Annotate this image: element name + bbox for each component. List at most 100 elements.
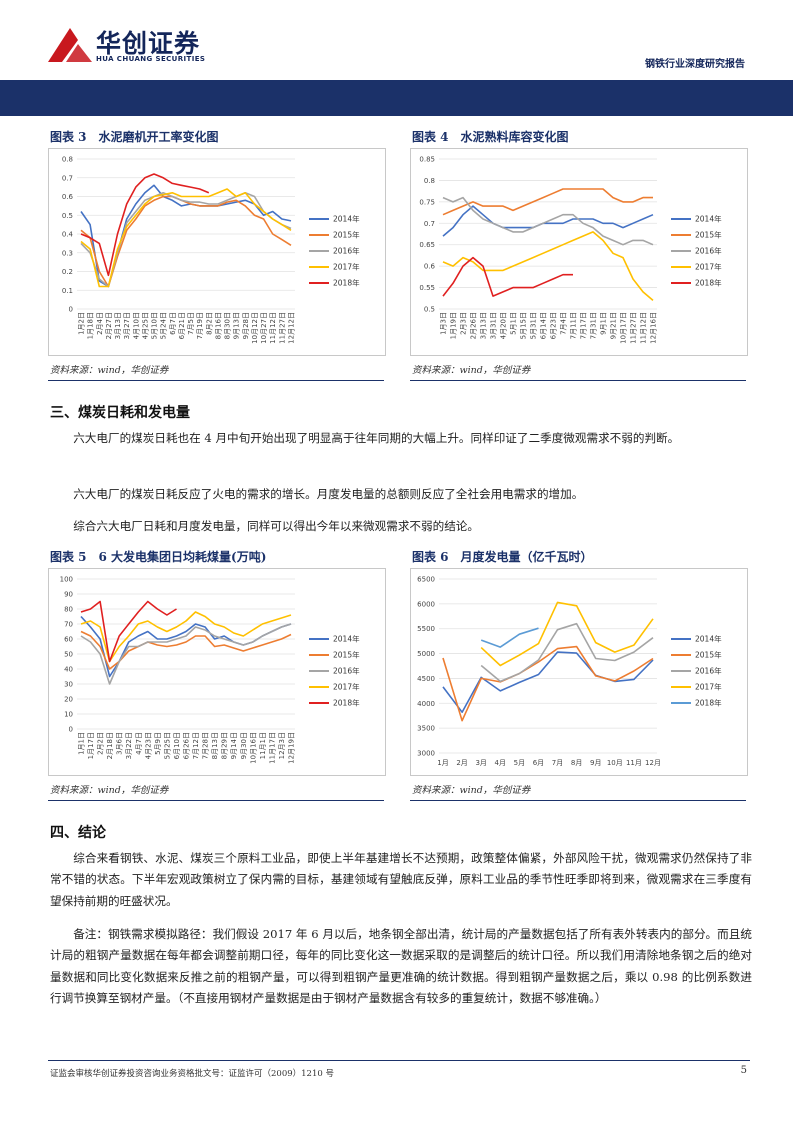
series-line-2018年 [80, 173, 210, 277]
section4-paragraph-1: 综合来看钢铁、水泥、煤炭三个原料工业品，即使上半年基建增长不达预期，政策整体偏紧… [50, 851, 752, 908]
x-tick-label: 12月16日 [650, 312, 658, 344]
section3-paragraph-2: 六大电厂的煤炭日耗反应了火电的需求的增长。月度发电量的总额则反应了全社会用电需求… [73, 487, 584, 501]
y-tick-label: 10 [64, 711, 73, 719]
x-tick-label: 11月27日 [278, 312, 286, 344]
x-tick-label: 1月18日 [87, 312, 95, 339]
x-tick-label: 5月31日 [530, 312, 538, 339]
x-tick-label: 11月 [626, 759, 642, 767]
x-tick-label: 7月17日 [580, 312, 588, 339]
legend-label: 2014年 [695, 214, 722, 224]
x-tick-label: 7月31日 [590, 312, 598, 339]
section3-paragraph-3: 综合六大电厂日耗和月度发电量，同样可以得出今年以来微观需求不弱的结论。 [73, 519, 479, 533]
x-tick-label: 9月14日 [230, 732, 238, 759]
report-title: 钢铁行业深度研究报告 [645, 59, 745, 70]
y-tick-label: 0.85 [419, 156, 435, 164]
fig5-title: 图表 5 6 大发电集团日均耗煤量(万吨) [50, 550, 267, 564]
legend-label: 2017年 [333, 682, 360, 692]
x-tick-label: 12月12日 [288, 312, 296, 344]
fig6-chart: 3000 3500 4000 4500 5000 5500 6000 6500 1月 2月 3月 4月… [410, 568, 748, 776]
x-tick-label: 7月19日 [196, 312, 204, 339]
y-tick-label: 70 [64, 621, 73, 629]
x-tick-label: 3月22日 [125, 732, 133, 759]
x-tick-label: 5月1日 [510, 312, 518, 335]
fig4-svg: 0.5 0.55 0.6 0.65 0.7 0.75 0.8 0.85 1月3日 1月19日 2月3… [419, 156, 722, 344]
fig3-svg: 0 0.1 0.2 0.3 0.4 0.5 0.6 0.7 0.8 1月2日 1月18日 2月4日 2月… [62, 156, 360, 344]
series-line-2015年 [80, 195, 292, 288]
legend-label: 2014年 [695, 634, 722, 644]
legend-label: 2014年 [333, 214, 360, 224]
y-tick-label: 3500 [417, 725, 435, 733]
y-tick-label: 50 [64, 651, 73, 659]
series-line-2014年 [442, 651, 654, 713]
y-tick-label: 0.3 [62, 249, 73, 257]
x-tick-label: 2月2日 [97, 732, 105, 755]
x-tick-label: 6月14日 [540, 312, 548, 339]
legend-label: 2014年 [333, 634, 360, 644]
x-tick-label: 5月24日 [160, 312, 168, 339]
x-tick-label: 10月27日 [260, 312, 268, 344]
series-line-2017年 [80, 611, 292, 663]
fig3-title: 图表 3 水泥磨机开工率变化图 [50, 130, 219, 144]
fig6-source-rule [410, 800, 746, 801]
fig6-title: 图表 6 月度发电量（亿千瓦时） [412, 550, 593, 564]
y-tick-label: 0 [69, 726, 73, 734]
y-tick-label: 3000 [417, 750, 435, 758]
x-tick-label: 7月28日 [202, 732, 210, 759]
x-tick-label: 2月3日 [460, 312, 468, 335]
x-tick-label: 7月 [552, 759, 563, 767]
section3-title: 三、煤炭日耗和发电量 [50, 405, 190, 421]
x-tick-label: 4月23日 [144, 732, 152, 759]
x-tick-label: 12月19日 [288, 732, 296, 764]
x-tick-label: 6月26日 [183, 732, 191, 759]
legend-label: 2015年 [333, 230, 360, 240]
x-tick-label: 5月25日 [163, 732, 171, 759]
x-tick-label: 11月27日 [630, 312, 638, 344]
x-tick-label: 4月10日 [132, 312, 140, 339]
x-tick-label: 4月20日 [500, 312, 508, 339]
x-tick-label: 3月6日 [116, 732, 124, 755]
x-tick-label: 11月17日 [268, 732, 276, 764]
x-tick-label: 1月19日 [450, 312, 458, 339]
x-tick-label: 8月 [571, 759, 582, 767]
fig3-chart: 0 0.1 0.2 0.3 0.4 0.5 0.6 0.7 0.8 1月2日 1月18日 2月4日 2月… [48, 148, 386, 356]
series-line-2016年 [480, 622, 654, 683]
x-tick-label: 12月 [645, 759, 661, 767]
x-tick-label: 2月 [456, 759, 467, 767]
fig5-chart: 0 10 20 30 40 50 60 70 80 90 100 1月1日 1月17日 2月2日 2月18日… [48, 568, 386, 776]
fig5-source: 资料来源：wind，华创证券 [50, 785, 169, 796]
y-tick-label: 5500 [417, 625, 435, 633]
x-tick-label: 7月4日 [560, 312, 568, 335]
brand-name: 华创证券 [96, 29, 201, 58]
series-line-2015年 [80, 630, 292, 670]
y-tick-label: 60 [64, 636, 73, 644]
x-tick-label: 1月 [437, 759, 448, 767]
x-tick-label: 9月30日 [240, 732, 248, 759]
huachuang-logo-icon [48, 28, 92, 62]
legend-label: 2016年 [333, 666, 360, 676]
footer-rule [48, 1060, 750, 1061]
fig4-source: 资料来源：wind，华创证券 [412, 365, 531, 376]
series-line-2018年 [480, 627, 539, 648]
y-tick-label: 5000 [417, 650, 435, 658]
x-tick-label: 4月 [495, 759, 506, 767]
fig3-source: 资料来源：wind，华创证券 [50, 365, 169, 376]
legend-label: 2018年 [695, 278, 722, 288]
x-tick-label: 11月1日 [259, 732, 267, 759]
x-tick-label: 12月3日 [278, 732, 286, 759]
x-tick-label: 5月9日 [154, 732, 162, 755]
y-tick-label: 4500 [417, 675, 435, 683]
y-tick-label: 0.7 [62, 174, 73, 182]
legend-label: 2017年 [695, 682, 722, 692]
x-tick-label: 6月 [533, 759, 544, 767]
y-tick-label: 0.1 [62, 287, 73, 295]
legend-label: 2016年 [695, 246, 722, 256]
y-tick-label: 0.6 [62, 193, 74, 201]
x-tick-label: 10月 [607, 759, 623, 767]
x-tick-label: 7月12日 [192, 732, 200, 759]
y-tick-label: 0.7 [424, 220, 435, 228]
y-tick-label: 30 [64, 681, 73, 689]
x-tick-label: 3月 [475, 759, 486, 767]
x-tick-label: 8月30日 [224, 312, 232, 339]
x-tick-label: 7月11日 [570, 312, 578, 339]
x-tick-label: 8月13日 [211, 732, 219, 759]
